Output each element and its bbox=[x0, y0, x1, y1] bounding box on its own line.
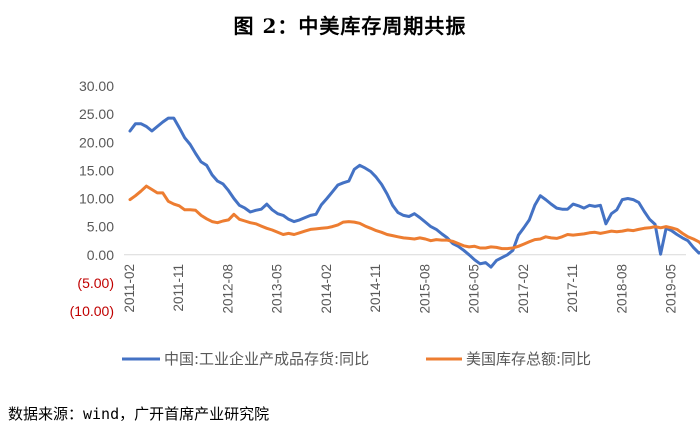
x-axis-ticks: 2011-02 2011-11 2012-08 2013-05 2014-02 2014-… bbox=[122, 264, 679, 314]
y-tick-label: 20.00 bbox=[79, 134, 114, 150]
y-tick-label: 0.00 bbox=[87, 247, 114, 263]
y-tick-label: 5.00 bbox=[87, 219, 114, 235]
series-line-china-inventory bbox=[128, 116, 700, 269]
series-line-us-inventory bbox=[128, 184, 700, 251]
x-tick-label: 2014-02 bbox=[319, 264, 334, 314]
series-lines bbox=[128, 116, 700, 269]
x-tick-label: 2012-08 bbox=[220, 264, 235, 314]
x-tick-label: 2011-11 bbox=[171, 264, 186, 312]
x-tick-label: 2017-02 bbox=[516, 264, 531, 314]
x-tick-label: 2014-11 bbox=[368, 264, 383, 313]
x-tick-label: 2016-05 bbox=[467, 264, 482, 314]
y-tick-label: 25.00 bbox=[79, 106, 114, 122]
chart-title: 图 2：中美库存周期共振 bbox=[233, 14, 467, 38]
x-tick-label: 2017-11 bbox=[565, 264, 580, 313]
y-tick-label: (10.00) bbox=[70, 303, 114, 319]
y-tick-label: 15.00 bbox=[79, 162, 114, 178]
x-tick-label: 2013-05 bbox=[270, 264, 285, 314]
legend-item-china-label: 中国:工业企业产成品存货:同比 bbox=[164, 350, 369, 368]
y-tick-label: 30.00 bbox=[79, 78, 114, 94]
x-tick-label: 2015-08 bbox=[417, 264, 432, 314]
inventory-cycle-line-chart: 30.00 25.00 20.00 15.00 10.00 5.00 0.00 (5.00) (… bbox=[70, 78, 700, 368]
x-tick-label: 2011-02 bbox=[122, 264, 137, 313]
legend: 中国:工业企业产成品存货:同比 美国库存总额:同比 bbox=[122, 350, 591, 368]
x-tick-label: 2018-08 bbox=[614, 264, 629, 314]
y-axis-ticks: 30.00 25.00 20.00 15.00 10.00 5.00 0.00 (5.00) (… bbox=[70, 78, 115, 319]
x-tick-label: 2019-05 bbox=[664, 264, 679, 314]
y-tick-label: (5.00) bbox=[77, 275, 114, 291]
legend-item-us-label: 美国库存总额:同比 bbox=[466, 350, 591, 368]
y-tick-label: 10.00 bbox=[79, 191, 114, 207]
source-note: 数据来源：wind，广开首席产业研究院 bbox=[8, 405, 270, 423]
